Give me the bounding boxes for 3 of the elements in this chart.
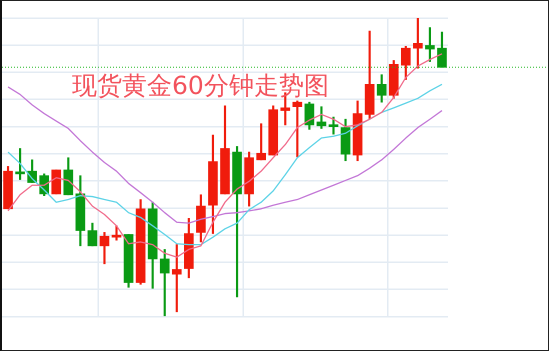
candlestick [292,100,302,158]
text: 现货黄金60分钟走势图 [72,70,329,102]
candlestick [172,244,182,312]
